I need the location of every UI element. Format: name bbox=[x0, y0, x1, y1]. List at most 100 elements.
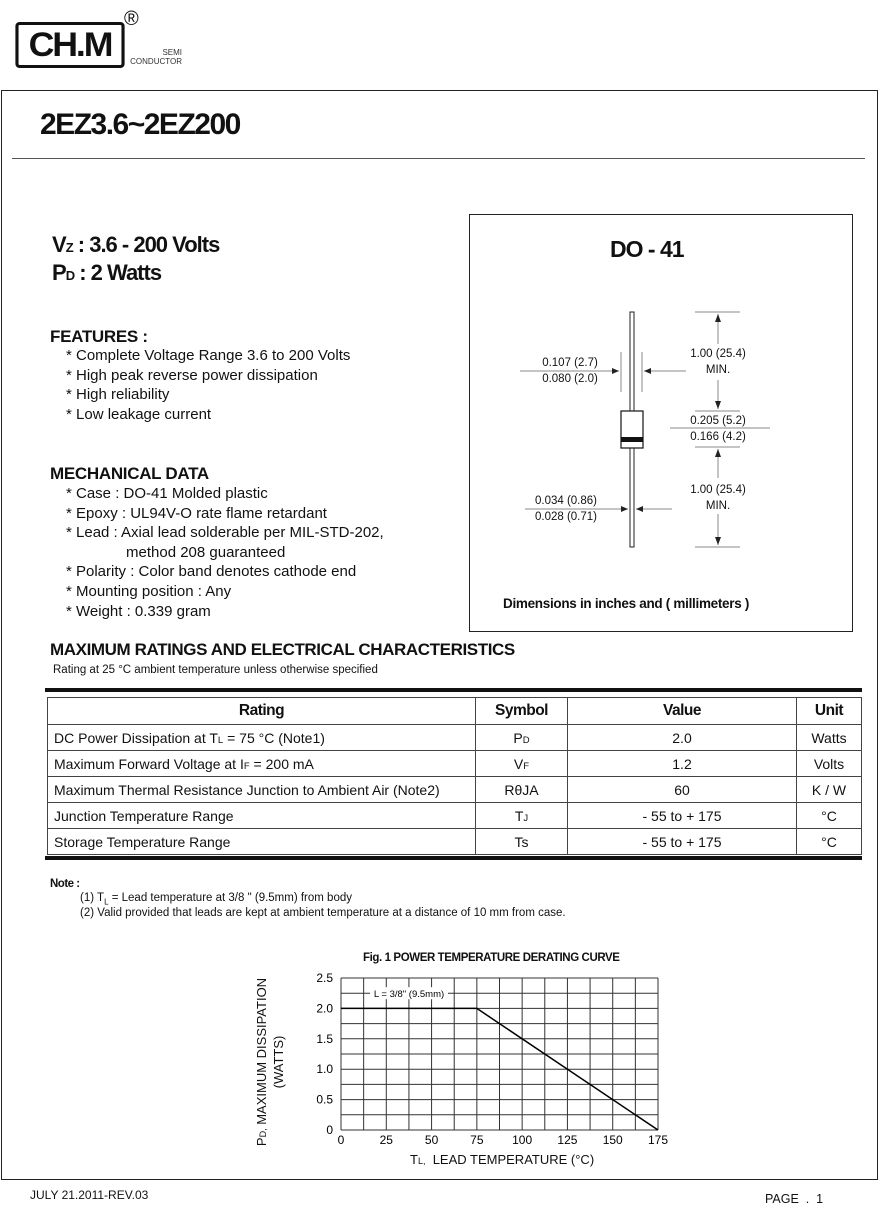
symbol-cell: RθJA bbox=[475, 776, 568, 803]
rating-sub: F bbox=[243, 760, 250, 772]
annotation-bg bbox=[370, 987, 448, 1000]
diode-body bbox=[620, 410, 644, 449]
rating-text: Storage Temperature Range bbox=[54, 833, 231, 850]
y-tick-label: 0.5 bbox=[316, 1093, 333, 1107]
x-tick-label: 0 bbox=[338, 1133, 345, 1147]
logo: CH.M bbox=[15, 22, 125, 68]
unit-cell: °C bbox=[796, 828, 862, 855]
rating-cell: Maximum Thermal Resistance Junction to A… bbox=[47, 776, 476, 803]
rating-text: DC Power Dissipation at T bbox=[54, 729, 218, 746]
ylabel-line2: (WATTS) bbox=[271, 1035, 286, 1089]
lead-diameter-dim: 0.034 (0.86) 0.028 (0.71) bbox=[526, 493, 606, 525]
spec-sub: Z bbox=[65, 240, 74, 255]
value-cell: 60 bbox=[567, 776, 797, 803]
package-outline-drawing bbox=[520, 311, 770, 548]
ratings-table: Rating Symbol Value Unit DC Power Dissip… bbox=[47, 697, 862, 855]
note-2: (2) Valid provided that leads are kept a… bbox=[80, 907, 566, 919]
xlabel-sym: T bbox=[410, 1152, 418, 1167]
mechanical-list: * Case : DO-41 Molded plastic * Epoxy : … bbox=[66, 484, 384, 621]
x-tick-label: 75 bbox=[470, 1133, 484, 1147]
rating-text: = 75 °C (Note1) bbox=[223, 729, 325, 746]
derating-chart: 0 25 50 75 100 125 150 175 0 0.5 1.0 1.5 2.0 2.5 L = 3… bbox=[316, 971, 668, 1147]
x-tick-label: 175 bbox=[648, 1133, 668, 1147]
curve-annotation: L = 3/8" (9.5mm) bbox=[374, 989, 444, 1000]
symbol-cell: PD bbox=[475, 724, 568, 751]
dim-max: 0.205 (5.2) bbox=[690, 415, 746, 427]
derating-curve bbox=[341, 1007, 659, 1131]
col-header: Unit bbox=[796, 697, 862, 725]
dim-min: 0.080 (2.0) bbox=[542, 373, 598, 385]
rating-text: = 200 mA bbox=[249, 755, 314, 772]
mech-item: * Weight : 0.339 gram bbox=[66, 602, 211, 620]
col-header: Rating bbox=[47, 697, 476, 725]
note-text: (1) T bbox=[80, 892, 105, 904]
ylabel-sub: D, bbox=[258, 1128, 268, 1138]
symbol: RθJA bbox=[504, 781, 539, 798]
rating-cell: Maximum Forward Voltage at IF = 200 mA bbox=[47, 750, 476, 777]
spec-sub: D bbox=[65, 268, 75, 283]
symbol: Ts bbox=[514, 833, 529, 850]
note-text: = Lead temperature at 3/8 " (9.5mm) from… bbox=[108, 892, 352, 904]
mechanical-heading: MECHANICAL DATA bbox=[50, 464, 209, 483]
dim-value: 1.00 (25.4) bbox=[690, 348, 746, 360]
col-header: Symbol bbox=[475, 697, 568, 725]
table-row: Junction Temperature Range TJ - 55 to + … bbox=[47, 802, 862, 829]
unit-cell: °C bbox=[796, 802, 862, 829]
mech-item: * Lead : Axial lead solderable per MIL-S… bbox=[66, 524, 384, 542]
feature-item: * Low leakage current bbox=[66, 405, 212, 423]
ratings-subtitle: Rating at 25 °C ambient temperature unle… bbox=[53, 664, 378, 676]
value-cell: - 55 to + 175 bbox=[567, 802, 797, 829]
y-tick-label: 1.5 bbox=[316, 1032, 333, 1046]
mech-item: * Case : DO-41 Molded plastic bbox=[66, 485, 268, 502]
feature-item: * High peak reverse power dissipation bbox=[66, 366, 318, 384]
mech-item: method 208 guaranteed bbox=[126, 543, 286, 561]
x-tick-label: 50 bbox=[425, 1133, 439, 1147]
chart-xlabel: TL, LEAD TEMPERATURE (°C) bbox=[410, 1152, 594, 1167]
unit-cell: K / W bbox=[796, 776, 862, 803]
features-list: * Complete Voltage Range 3.6 to 200 Volt… bbox=[66, 346, 350, 424]
package-box bbox=[469, 214, 853, 632]
feature-item: * Complete Voltage Range 3.6 to 200 Volt… bbox=[66, 347, 351, 364]
xlabel-sub: L, bbox=[417, 1156, 426, 1166]
rating-text: Maximum Forward Voltage at I bbox=[54, 755, 244, 772]
rating-cell: DC Power Dissipation at TL = 75 °C (Note… bbox=[47, 724, 476, 751]
table-top-rule bbox=[45, 688, 862, 692]
mech-item: * Polarity : Color band denotes cathode … bbox=[66, 563, 357, 581]
symbol-cell: Ts bbox=[475, 828, 568, 855]
rating-cell: Storage Temperature Range bbox=[47, 828, 476, 855]
symbol-sub: D bbox=[522, 734, 530, 746]
table-row: Storage Temperature Range Ts - 55 to + 1… bbox=[47, 828, 862, 855]
ylabel-sym: P bbox=[254, 1137, 269, 1147]
page-title: 2EZ3.6~2EZ200 bbox=[40, 108, 241, 141]
rating-text: Maximum Thermal Resistance Junction to A… bbox=[54, 781, 440, 798]
y-tick-label: 1.0 bbox=[316, 1062, 333, 1076]
dim-min: 0.028 (0.71) bbox=[534, 511, 597, 523]
spec-text: : 3.6 - 200 Volts bbox=[77, 232, 221, 257]
dim-note: MIN. bbox=[705, 364, 731, 376]
col-header: Value bbox=[567, 697, 797, 725]
y-tick-label: 2.0 bbox=[316, 1001, 333, 1015]
page-number: PAGE . 1 bbox=[765, 1192, 824, 1206]
spec-text: : 2 Watts bbox=[79, 260, 162, 285]
company-line2: CONDUCTOR bbox=[130, 57, 182, 66]
package-title: DO - 41 bbox=[610, 236, 685, 262]
x-tick-label: 150 bbox=[603, 1133, 623, 1147]
note-1: (1) TL = Lead temperature at 3/8 " (9.5m… bbox=[80, 891, 352, 909]
x-tick-label: 100 bbox=[512, 1133, 532, 1147]
top-lead bbox=[629, 311, 635, 412]
symbol: P bbox=[513, 729, 523, 746]
dimensions-caption: Dimensions in inches and ( millimeters ) bbox=[503, 596, 750, 611]
note-heading: Note : bbox=[50, 878, 80, 890]
spec-pd: PD : 2 Watts bbox=[52, 260, 162, 286]
symbol-cell: VF bbox=[475, 750, 568, 777]
feature-item: * High reliability bbox=[66, 386, 170, 404]
symbol: V bbox=[513, 755, 524, 772]
dim-min: 0.166 (4.2) bbox=[690, 431, 746, 443]
dim-value: 1.00 (25.4) bbox=[690, 484, 746, 496]
body-diameter-dim: 0.107 (2.7) 0.080 (2.0) bbox=[530, 355, 610, 387]
unit-cell: Watts bbox=[796, 724, 862, 751]
bottom-lead-length-dim: 1.00 (25.4) MIN. bbox=[680, 482, 756, 514]
spec-vz: VZ : 3.6 - 200 Volts bbox=[52, 232, 221, 258]
xlabel-text: LEAD TEMPERATURE (°C) bbox=[425, 1152, 595, 1167]
company-subtitle: SEMI CONDUCTOR bbox=[128, 48, 182, 66]
